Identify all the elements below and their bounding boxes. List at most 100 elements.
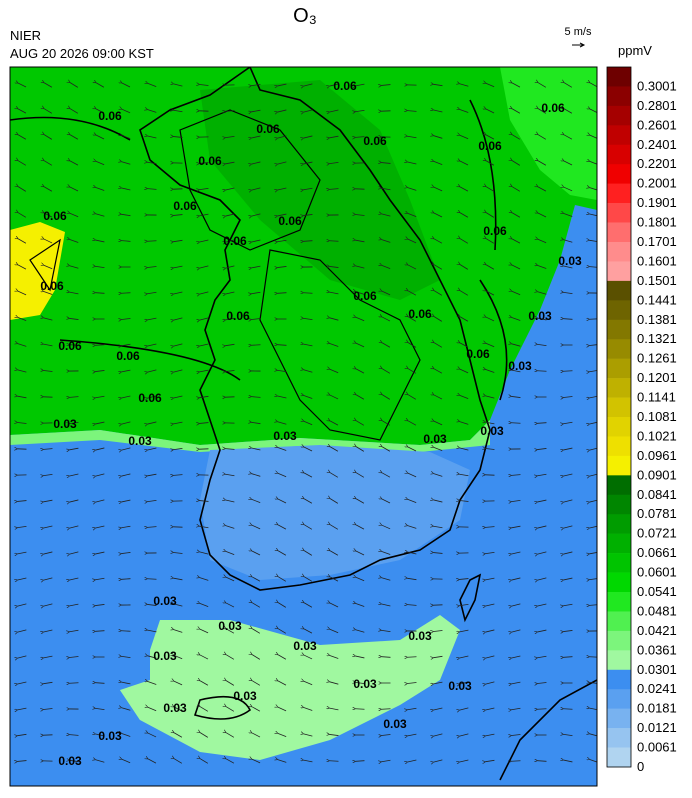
wind-arrow [148, 291, 157, 293]
legend-label: 0.0901 [637, 467, 677, 482]
wind-arrow [226, 187, 235, 190]
wind-arrow [538, 577, 547, 580]
wind-arrow [96, 421, 105, 424]
wind-arrow [356, 603, 365, 607]
wind-arrow [70, 240, 79, 243]
wind-arrow [304, 187, 313, 190]
wind-arrow [356, 682, 365, 685]
wind-arrow [278, 733, 287, 738]
wind-arrow [408, 162, 417, 165]
wind-arrow [460, 733, 469, 736]
wind-arrow [70, 109, 79, 114]
wind-arrow [70, 135, 79, 140]
wind-arrow [304, 577, 313, 582]
wind-arrow [408, 605, 417, 606]
contour-label: 0.03 [273, 429, 297, 443]
wind-arrow [564, 187, 573, 192]
legend-label: 0.1141 [637, 390, 676, 405]
wind-arrow [434, 631, 443, 632]
wind-arrow [304, 135, 313, 138]
wind-arrow [486, 187, 495, 192]
wind-arrow [44, 551, 53, 554]
wind-arrow [278, 370, 287, 373]
wind-arrow [356, 499, 365, 504]
wind-arrow [382, 630, 391, 633]
contour-label: 0.06 [256, 122, 280, 136]
legend-label: 0.0841 [637, 487, 677, 502]
wind-arrow [434, 500, 443, 503]
legend-swatch [607, 455, 631, 476]
wind-arrow [148, 395, 157, 398]
wind-arrow [304, 83, 313, 86]
wind-arrow [96, 161, 105, 166]
legend-label: 0.2201 [637, 156, 677, 171]
contour-label: 0.03 [293, 639, 317, 653]
wind-arrow [382, 473, 391, 478]
wind-arrow [460, 422, 469, 425]
wind-arrow [96, 395, 105, 398]
wind-arrow [408, 682, 417, 683]
wind-arrow [252, 291, 261, 293]
wind-arrow [304, 214, 313, 215]
wind-arrow [512, 396, 521, 398]
wind-arrow [538, 292, 547, 295]
wind-arrow [122, 682, 131, 685]
wind-arrow [252, 759, 261, 764]
wind-arrow [460, 448, 469, 451]
wind-arrow [330, 369, 339, 374]
wind-arrow [200, 578, 209, 581]
contour-label: 0.06 [483, 224, 507, 238]
wind-arrow [96, 551, 105, 554]
wind-arrow [330, 395, 339, 400]
legend-label: 0.1381 [637, 312, 677, 327]
wind-arrow [512, 161, 521, 166]
wind-arrow [356, 395, 365, 400]
wind-arrow [44, 629, 53, 632]
wind-arrow [512, 655, 521, 658]
wind-arrow [330, 525, 339, 530]
wind-arrow [252, 265, 261, 268]
wind-arrow [122, 369, 131, 372]
wind-arrow [148, 656, 157, 659]
contour-label: 0.06 [226, 309, 250, 323]
contour-label: 0.03 [383, 717, 407, 731]
wind-arrow [252, 135, 261, 138]
wind-arrow [304, 760, 313, 763]
contour-label: 0.06 [40, 279, 64, 293]
wind-arrow [382, 343, 391, 348]
wind-arrow [252, 681, 261, 686]
wind-arrow [460, 655, 469, 658]
wind-arrow [226, 317, 235, 320]
wind-arrow [408, 239, 417, 244]
legend-frame [606, 66, 632, 768]
legend-label: 0.0661 [637, 545, 677, 560]
wind-arrow [564, 292, 573, 295]
wind-arrow [174, 707, 183, 712]
wind-arrow [538, 371, 547, 372]
wind-arrow [564, 396, 573, 397]
legend-swatch [607, 436, 631, 457]
wind-arrow [408, 395, 417, 400]
wind-arrow [460, 109, 469, 113]
wind-arrow [44, 709, 53, 710]
wind-arrow [174, 421, 183, 424]
wind-arrow [330, 109, 339, 112]
wind-arrow [434, 681, 443, 684]
legend-label: 0 [637, 759, 644, 774]
wind-arrow [96, 135, 105, 140]
wind-arrow [200, 707, 209, 712]
wind-arrow [434, 369, 443, 374]
wind-arrow [200, 317, 209, 320]
wind-arrow [44, 681, 53, 683]
wind-arrow [148, 759, 157, 764]
wind-arrow [174, 239, 183, 241]
contour-label: 0.03 [448, 679, 472, 693]
wind-arrow [252, 345, 261, 346]
wind-arrow [252, 318, 261, 319]
wind-arrow [304, 241, 313, 242]
wind-arrow [252, 707, 261, 712]
wind-arrow [538, 83, 547, 88]
wind-arrow [122, 188, 131, 191]
wind-arrow [356, 577, 365, 582]
wind-arrow [70, 656, 79, 657]
